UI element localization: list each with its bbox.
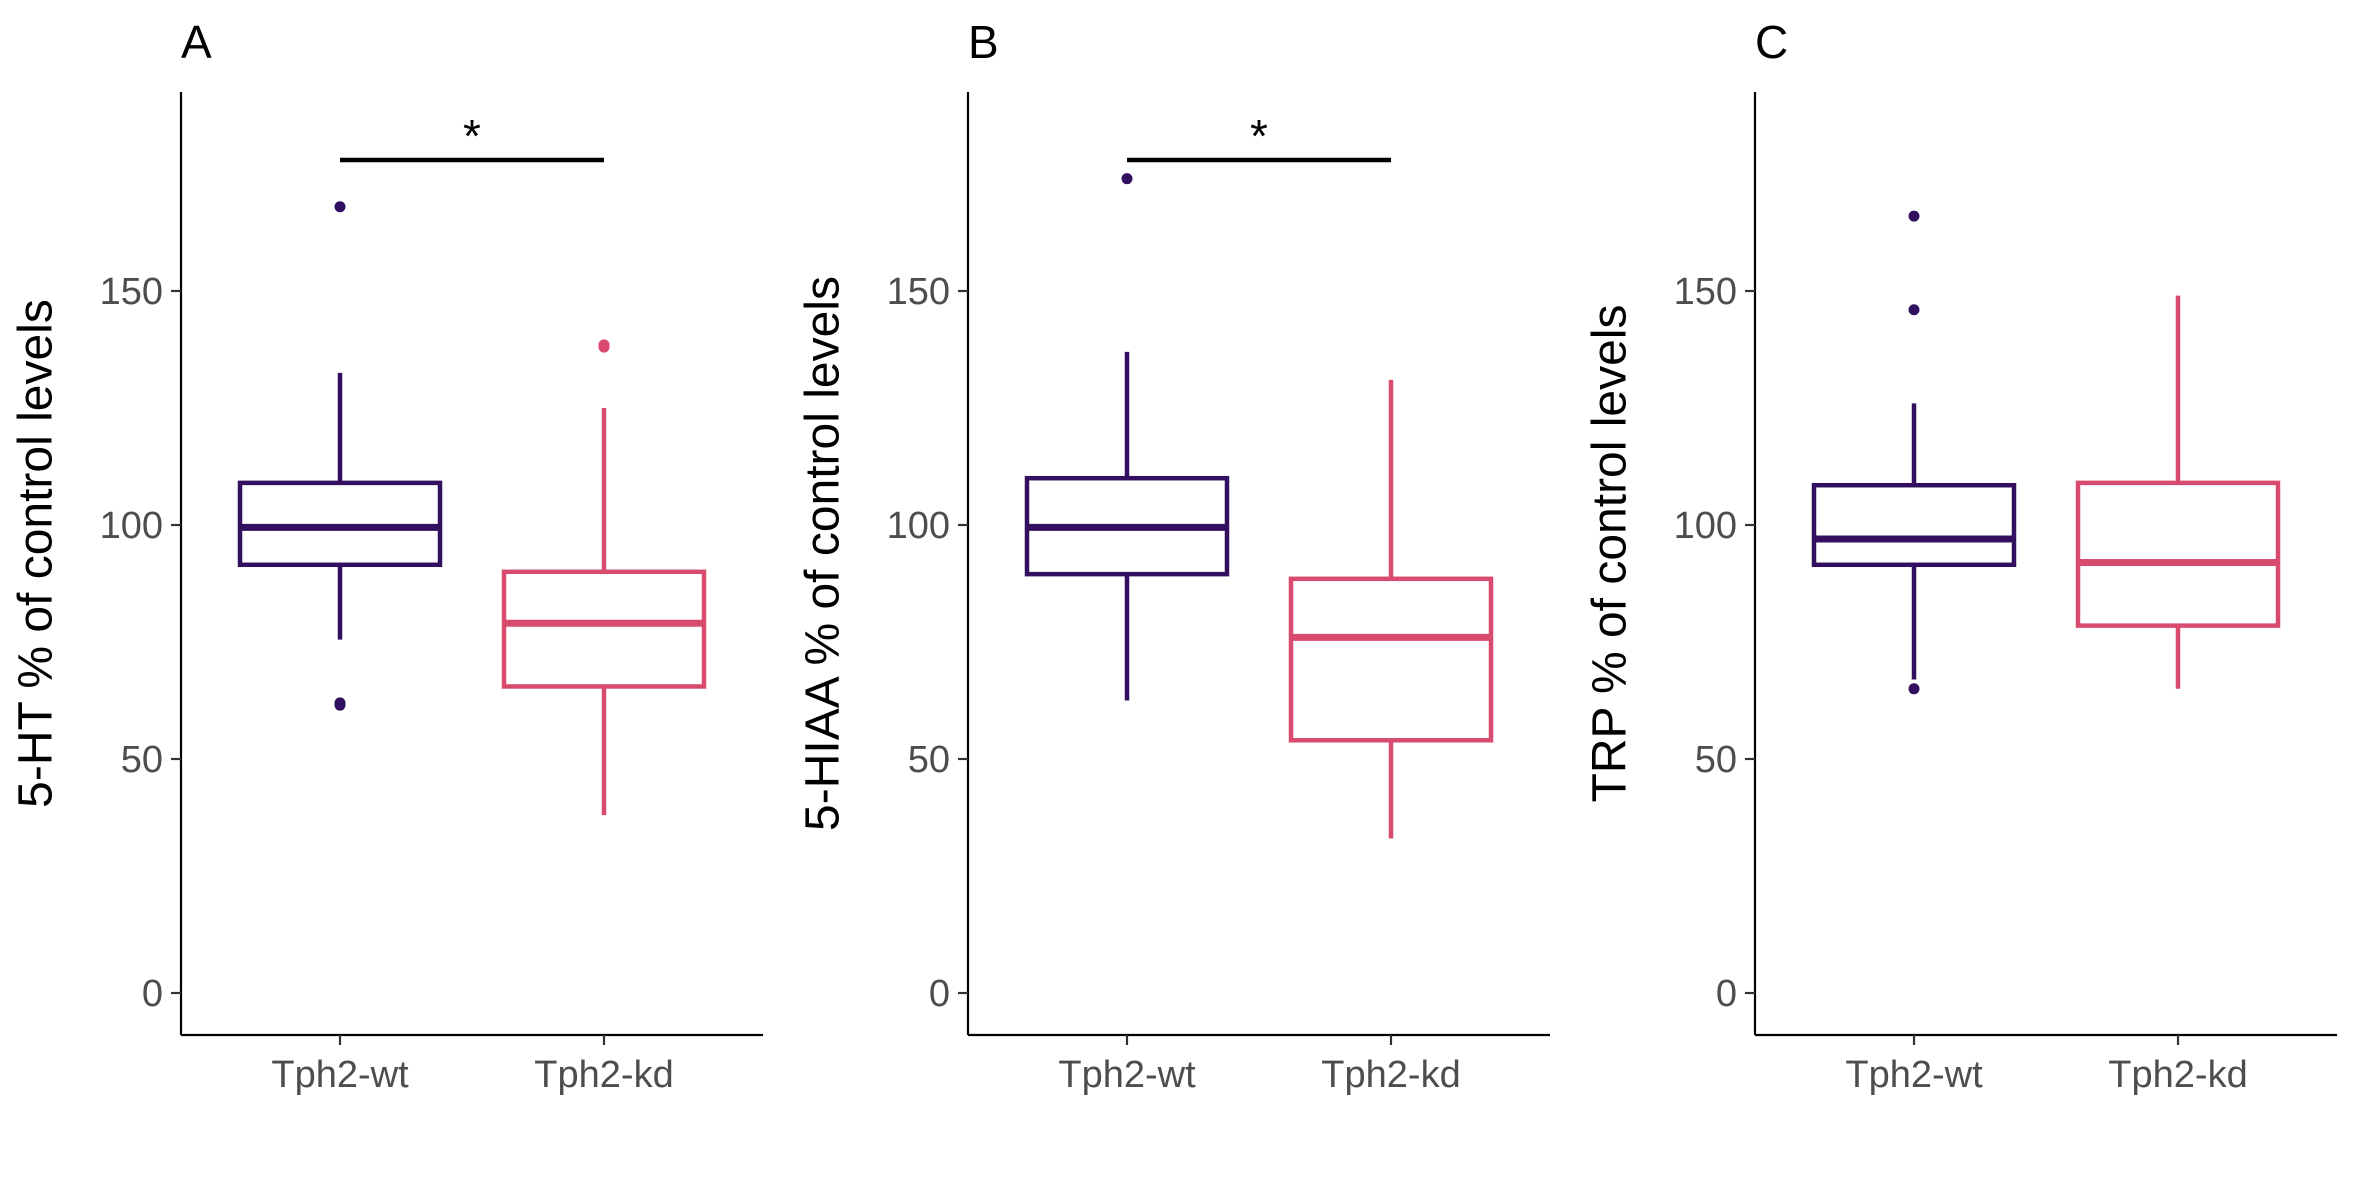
x-tick-label: Tph2-wt <box>271 1054 409 1096</box>
outlier-point <box>1121 173 1133 185</box>
panel-b: B 0 50 100 150 5-HIAA % of control levels Tph2… <box>797 16 1550 1096</box>
panel-label: A <box>181 16 212 68</box>
box-tph2-wt <box>1024 173 1230 701</box>
outlier-point <box>334 699 346 711</box>
y-axis-label: 5-HIAA % of control levels <box>797 276 850 831</box>
y-tick-label: 100 <box>100 505 163 547</box>
outlier-point <box>334 201 346 213</box>
panel-a: A 0 50 100 150 5-HT % of control levels Tph2-w… <box>10 16 763 1096</box>
box-iqr <box>1288 576 1494 743</box>
y-axis-label: 5-HT % of control levels <box>10 299 63 808</box>
significance-star: * <box>1250 110 1268 162</box>
y-axis-label: TRP % of control levels <box>1584 305 1637 803</box>
box-iqr <box>501 569 707 689</box>
box-iqr <box>1811 482 2017 568</box>
outlier-point <box>598 341 610 353</box>
significance-star: * <box>463 110 481 162</box>
box-iqr <box>237 480 443 568</box>
panel-label: C <box>1755 16 1788 68</box>
y-tick-label: 50 <box>1695 739 1737 781</box>
y-tick-label: 0 <box>142 973 163 1015</box>
panel-c: C 0 50 100 150 TRP % of control levels Tph2-wt… <box>1584 16 2337 1096</box>
outlier-point <box>1908 304 1920 316</box>
y-tick-label: 0 <box>1716 973 1737 1015</box>
x-tick-label: Tph2-kd <box>534 1054 673 1096</box>
y-tick-label: 100 <box>1674 505 1737 547</box>
y-tick-label: 50 <box>121 739 163 781</box>
x-tick-label: Tph2-kd <box>2108 1054 2247 1096</box>
box-tph2-kd <box>2075 295 2281 689</box>
x-tick-label: Tph2-kd <box>1321 1054 1460 1096</box>
box-tph2-kd <box>1288 379 1494 839</box>
y-tick-label: 100 <box>887 505 950 547</box>
y-tick-label: 150 <box>1674 271 1737 313</box>
outlier-point <box>1908 210 1920 222</box>
box-tph2-wt <box>1811 210 2017 695</box>
x-tick-label: Tph2-wt <box>1845 1054 1983 1096</box>
panel-label: B <box>968 16 999 68</box>
y-tick-label: 0 <box>929 973 950 1015</box>
box-tph2-wt <box>237 201 443 711</box>
outlier-point <box>1908 683 1920 695</box>
y-tick-label: 150 <box>100 271 163 313</box>
y-tick-label: 50 <box>908 739 950 781</box>
y-tick-label: 150 <box>887 271 950 313</box>
box-iqr <box>2075 480 2281 628</box>
x-tick-label: Tph2-wt <box>1058 1054 1196 1096</box>
box-tph2-kd <box>501 339 707 816</box>
